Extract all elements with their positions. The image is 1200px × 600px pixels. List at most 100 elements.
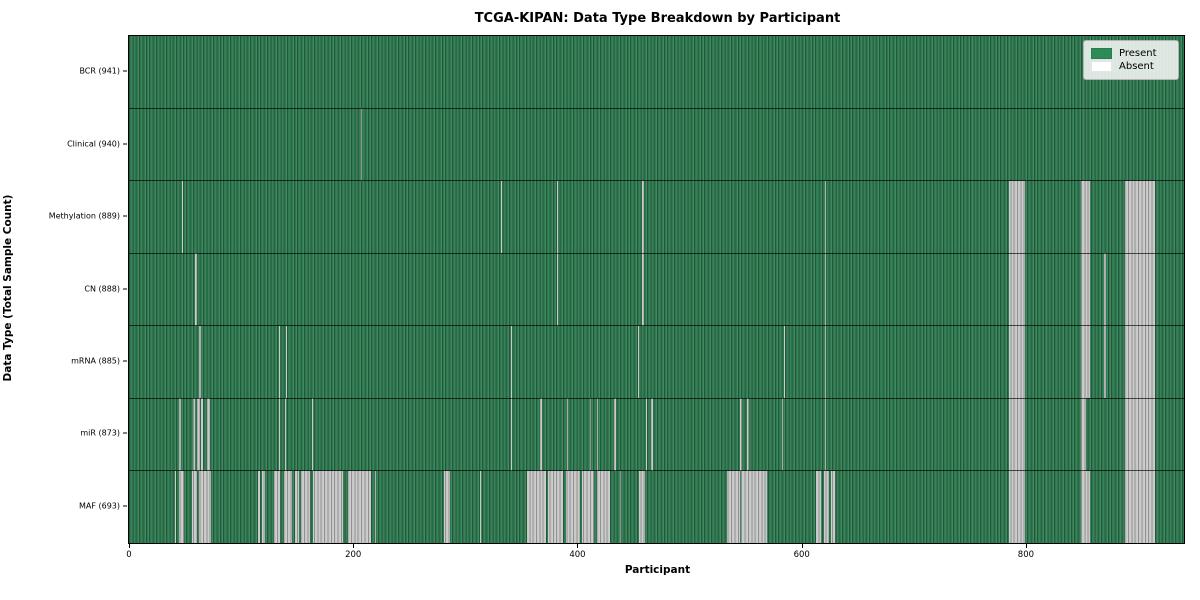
x-axis-label: Participant [624, 564, 691, 576]
y-tick-mark [123, 360, 127, 362]
absent-band [746, 398, 749, 471]
absent-band [589, 398, 591, 471]
absent-band [527, 470, 547, 543]
absent-band [825, 180, 827, 254]
absent-band [1009, 470, 1025, 543]
absent-band [581, 470, 595, 543]
absent-band [300, 470, 310, 543]
y-tick-label: MAF (693) [78, 501, 120, 511]
absent-band [200, 398, 203, 471]
legend-present-label: Present [1119, 48, 1157, 59]
x-tick-mark [577, 544, 579, 548]
absent-band [311, 398, 313, 471]
absent-band [501, 180, 503, 254]
row-divider [129, 180, 1184, 182]
absent-band [1124, 398, 1155, 471]
absent-band [781, 398, 783, 471]
row-divider [129, 470, 1184, 472]
present-swatch-icon [1091, 48, 1112, 59]
y-tick-mark [123, 215, 127, 217]
absent-band [179, 398, 181, 471]
absent-band [1104, 325, 1106, 399]
absent-band [740, 398, 743, 471]
absent-band [511, 398, 513, 471]
absent-band [207, 398, 210, 471]
absent-band [566, 470, 580, 543]
absent-band [444, 470, 450, 543]
row-divider [129, 397, 1184, 399]
absent-band [1124, 470, 1155, 543]
absent-band [830, 470, 836, 543]
absent-band [639, 470, 645, 543]
absent-band [783, 325, 785, 399]
absent-band [1080, 180, 1090, 254]
absent-band [181, 180, 183, 254]
x-tick-label: 800 [1017, 550, 1035, 560]
absent-band [197, 398, 200, 471]
absent-band [279, 325, 281, 399]
absent-band [645, 398, 647, 471]
participant-stripes-texture [129, 36, 1184, 543]
legend-item-absent: Absent [1091, 61, 1170, 72]
legend-absent-label: Absent [1119, 61, 1154, 72]
absent-band [192, 398, 196, 471]
absent-band [312, 470, 344, 543]
absent-band [726, 470, 741, 543]
absent-band [596, 398, 598, 471]
x-tick-mark [1025, 544, 1027, 548]
legend: Present Absent [1083, 40, 1179, 80]
absent-band [620, 470, 622, 543]
absent-band [191, 470, 198, 543]
absent-band [1009, 180, 1025, 254]
absent-band [596, 470, 610, 543]
absent-band [195, 253, 198, 326]
absent-band [638, 325, 640, 399]
x-tick-label: 0 [126, 550, 132, 560]
absent-band [557, 253, 559, 326]
absent-band [1104, 253, 1106, 326]
absent-band [374, 470, 376, 543]
y-tick-label: miR (873) [80, 428, 120, 438]
row-divider [129, 325, 1184, 327]
absent-band [285, 325, 288, 399]
row-divider [129, 107, 1184, 109]
absent-band [279, 398, 281, 471]
row-divider [129, 252, 1184, 254]
absent-band [540, 398, 542, 471]
absent-band [1124, 325, 1155, 399]
absent-band [825, 325, 827, 399]
y-tick-mark [123, 505, 127, 507]
absent-band [347, 470, 372, 543]
absent-band [262, 470, 265, 543]
plot-area [128, 35, 1185, 544]
absent-band [741, 470, 767, 543]
y-tick-label: mRNA (885) [71, 356, 120, 366]
absent-band [1080, 253, 1090, 326]
absent-swatch-icon [1091, 61, 1112, 72]
absent-band [198, 325, 201, 399]
absent-band [825, 398, 827, 471]
absent-band [179, 470, 184, 543]
absent-band [283, 470, 292, 543]
absent-band [1009, 253, 1025, 326]
absent-band [824, 470, 829, 543]
absent-band [1124, 253, 1155, 326]
y-tick-label: CN (888) [84, 284, 120, 293]
legend-item-present: Present [1091, 48, 1170, 59]
absent-band [294, 470, 300, 543]
absent-band [614, 398, 616, 471]
y-tick-mark [123, 288, 127, 289]
absent-band [1080, 470, 1090, 543]
absent-band [557, 180, 559, 254]
absent-band [174, 470, 177, 543]
absent-band [651, 398, 653, 471]
absent-band [642, 253, 644, 326]
absent-band [273, 470, 281, 543]
absent-band [567, 398, 569, 471]
y-tick-mark [123, 432, 127, 434]
absent-band [1009, 398, 1025, 471]
absent-band [479, 470, 482, 543]
x-tick-mark [353, 544, 355, 548]
x-tick-mark [801, 544, 803, 548]
absent-band [642, 180, 644, 254]
